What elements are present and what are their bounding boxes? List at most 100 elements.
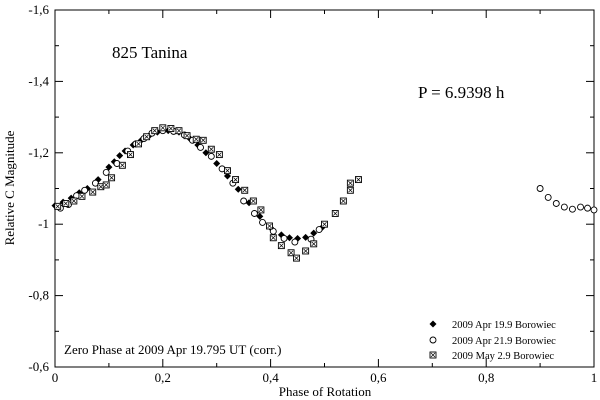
data-point-diamond — [202, 149, 210, 157]
data-point-boxed-x — [257, 206, 265, 214]
data-point-diamond — [302, 233, 310, 241]
data-point-boxed-x — [331, 210, 339, 217]
data-point-diamond — [234, 185, 242, 193]
data-point-circle — [577, 203, 584, 211]
x-tick-label: 0 — [52, 370, 59, 385]
data-point-circle — [259, 218, 266, 226]
data-point-circle — [560, 203, 568, 211]
data-point-boxed-x — [78, 192, 86, 200]
data-point-circle — [584, 204, 591, 212]
axes — [54, 9, 595, 368]
y-tick-label: -0,8 — [28, 288, 49, 303]
data-point-circle — [544, 193, 552, 201]
data-point-circle — [250, 210, 258, 217]
plot-frame — [54, 9, 595, 368]
data-point-boxed-x — [159, 124, 167, 132]
data-points — [51, 124, 598, 262]
data-point-boxed-x — [135, 140, 142, 148]
x-tick-label: 0,4 — [262, 370, 279, 385]
data-point-boxed-x — [167, 125, 175, 132]
data-point-boxed-x — [215, 151, 223, 159]
zero-phase-annotation: Zero Phase at 2009 Apr 19.795 UT (corr.) — [64, 342, 281, 357]
x-tick-label: 1 — [591, 370, 598, 385]
data-point-diamond — [116, 152, 124, 160]
legend-marker-boxed-x — [429, 351, 437, 359]
data-point-boxed-x — [269, 234, 277, 242]
data-point-boxed-x — [151, 127, 159, 135]
tick-labels: 0 0,2 0,4 0,6 0,8 1 -1,6 -1,4 -1,2 -1 -0,8 -0,6 — [28, 2, 597, 385]
legend-item: 2009 Apr 19.9 Borowiec — [429, 320, 556, 331]
data-point-diamond — [285, 234, 293, 242]
legend: 2009 Apr 19.9 Borowiec 2009 Apr 21.9 Bor… — [429, 320, 556, 362]
data-point-circle — [590, 206, 598, 214]
data-point-boxed-x — [54, 202, 62, 210]
x-tick-label: 0,6 — [370, 370, 387, 385]
series-3 — [54, 124, 362, 262]
y-tick-label: -0,6 — [28, 359, 49, 374]
legend-marker-open-circle — [429, 336, 437, 344]
data-point-boxed-x — [302, 247, 310, 255]
data-point-boxed-x — [346, 179, 354, 187]
data-point-circle — [102, 168, 110, 176]
data-point-boxed-x — [249, 197, 257, 205]
data-point-circle — [291, 238, 299, 246]
data-point-circle — [552, 200, 560, 207]
data-point-boxed-x — [277, 242, 285, 250]
y-tick-label: -1,4 — [28, 73, 49, 88]
data-point-boxed-x — [89, 188, 97, 196]
data-point-boxed-x — [127, 151, 134, 159]
x-tick-label: 0,2 — [155, 370, 171, 385]
data-point-boxed-x — [355, 176, 362, 184]
y-tick-label: -1,6 — [28, 2, 49, 17]
data-point-circle — [280, 235, 288, 242]
data-point-boxed-x — [339, 197, 347, 205]
legend-item: 2009 Apr 21.9 Borowiec — [429, 336, 556, 347]
data-point-diamond — [223, 172, 231, 180]
data-point-diamond — [256, 212, 264, 220]
data-point-boxed-x — [287, 249, 295, 257]
data-point-circle — [536, 185, 544, 192]
data-point-circle — [568, 205, 576, 213]
data-point-boxed-x — [199, 136, 207, 144]
data-point-boxed-x — [346, 186, 354, 194]
data-point-boxed-x — [241, 186, 249, 194]
data-point-boxed-x — [102, 181, 110, 189]
y-tick-label: -1 — [38, 216, 49, 231]
legend-label: 2009 Apr 19.9 Borowiec — [452, 320, 556, 331]
data-point-boxed-x — [192, 135, 200, 143]
data-point-boxed-x — [118, 161, 126, 169]
data-point-diamond — [105, 163, 113, 171]
y-axis-label: Relative C Magnitude — [2, 130, 17, 245]
data-point-circle — [197, 143, 204, 151]
data-point-boxed-x — [321, 220, 328, 228]
data-point-circle — [207, 152, 215, 160]
x-tick-label: 0,8 — [478, 370, 494, 385]
data-point-diamond — [213, 160, 221, 168]
legend-item: 2009 May 2.9 Borowiec — [429, 351, 554, 362]
data-point-boxed-x — [266, 222, 273, 230]
data-point-circle — [240, 197, 248, 205]
data-point-boxed-x — [207, 145, 215, 153]
legend-label: 2009 Apr 21.9 Borowiec — [452, 336, 556, 347]
data-point-boxed-x — [70, 197, 78, 205]
data-point-boxed-x — [175, 127, 183, 135]
data-point-boxed-x — [310, 240, 318, 248]
tick-marks — [54, 9, 595, 368]
data-point-boxed-x — [224, 167, 231, 175]
data-point-boxed-x — [62, 200, 70, 207]
x-axis-label: Phase of Rotation — [279, 384, 372, 399]
data-point-circle — [81, 186, 89, 194]
data-point-circle — [91, 179, 99, 187]
data-point-boxed-x — [293, 254, 300, 262]
y-tick-label: -1,2 — [28, 145, 49, 160]
period-annotation: P = 6.9398 h — [418, 83, 505, 102]
legend-marker-filled-diamond — [429, 320, 437, 328]
data-point-circle — [315, 226, 323, 234]
data-point-boxed-x — [183, 132, 191, 140]
data-point-boxed-x — [143, 133, 151, 141]
chart-title: 825 Tanina — [112, 43, 188, 62]
legend-label: 2009 May 2.9 Borowiec — [452, 351, 554, 362]
data-point-boxed-x — [232, 176, 240, 184]
data-point-diamond — [310, 229, 318, 237]
